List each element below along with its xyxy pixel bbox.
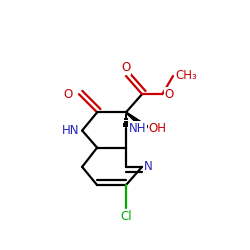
- Polygon shape: [126, 112, 148, 130]
- Text: O: O: [164, 88, 174, 101]
- Text: N: N: [144, 160, 153, 173]
- Text: O: O: [64, 88, 73, 101]
- Text: Cl: Cl: [120, 210, 132, 223]
- Text: O: O: [121, 61, 130, 74]
- Text: OH: OH: [149, 122, 167, 135]
- Text: HN: HN: [62, 124, 80, 137]
- Text: CH₃: CH₃: [175, 70, 197, 82]
- Text: NH: NH: [128, 122, 146, 135]
